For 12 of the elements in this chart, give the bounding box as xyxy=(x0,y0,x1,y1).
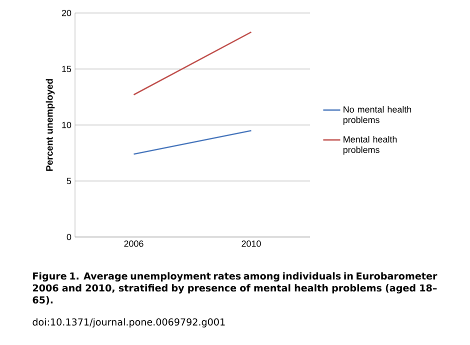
legend-label: Mental health problems xyxy=(343,136,397,155)
y-axis-title: Percent unemployed xyxy=(46,79,55,171)
caption: Figure 1. Average unemployment rates among individuals in Eurobarometer 2006 and 2010, stratified by presence of mental health problems (aged 18–65). xyxy=(32,272,438,305)
y-tick-label: 5 xyxy=(66,178,72,184)
y-tick-label: 0 xyxy=(66,234,72,240)
x-tick-label: 2010 xyxy=(242,240,261,247)
legend-label: No mental health problems xyxy=(343,106,412,125)
y-tick-label: 10 xyxy=(62,122,72,128)
text: doi:10.1371/journal.pone.0069792.g001 xyxy=(32,318,225,328)
x-tick-label: 2006 xyxy=(124,240,144,247)
y-tick-label: 20 xyxy=(62,10,72,16)
y-tick-label: 15 xyxy=(62,66,72,72)
